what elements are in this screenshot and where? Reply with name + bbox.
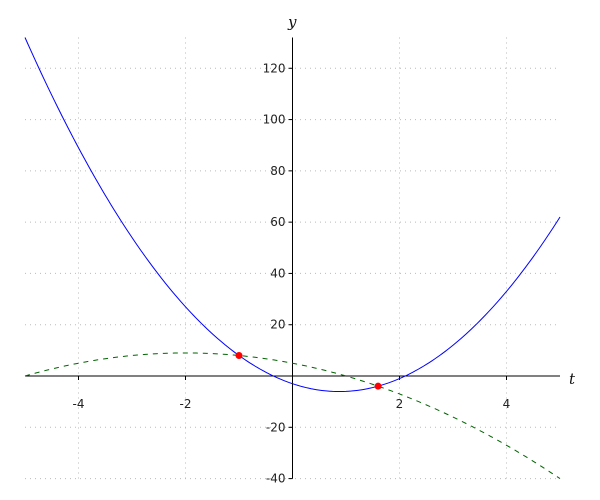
y-tick-label: 100 bbox=[263, 113, 286, 127]
curves bbox=[24, 37, 561, 480]
ticks: -4 -2 2 4 -40 -20 20 40 60 80 100 120 bbox=[73, 61, 511, 485]
intersection-point bbox=[235, 352, 243, 360]
series-line-1 bbox=[24, 37, 561, 393]
x-tick-label: 4 bbox=[503, 397, 511, 411]
x-tick-label: 2 bbox=[396, 397, 404, 411]
x-axis-label: t bbox=[569, 370, 576, 388]
series-line-2 bbox=[24, 352, 561, 480]
x-tick-label: -4 bbox=[73, 397, 85, 411]
y-tick-label: 120 bbox=[263, 61, 286, 75]
y-tick-label: -40 bbox=[266, 472, 286, 486]
intersection-point bbox=[374, 382, 382, 390]
y-tick-label: 40 bbox=[270, 266, 285, 280]
points bbox=[235, 352, 382, 390]
y-tick-label: 60 bbox=[270, 215, 285, 229]
y-tick-label: -20 bbox=[266, 420, 286, 434]
x-tick-label: -2 bbox=[180, 397, 192, 411]
grid bbox=[25, 37, 560, 480]
y-tick-label: 20 bbox=[270, 318, 285, 332]
axes bbox=[25, 37, 560, 479]
y-tick-label: 80 bbox=[270, 164, 285, 178]
y-axis-label: y bbox=[287, 13, 297, 31]
